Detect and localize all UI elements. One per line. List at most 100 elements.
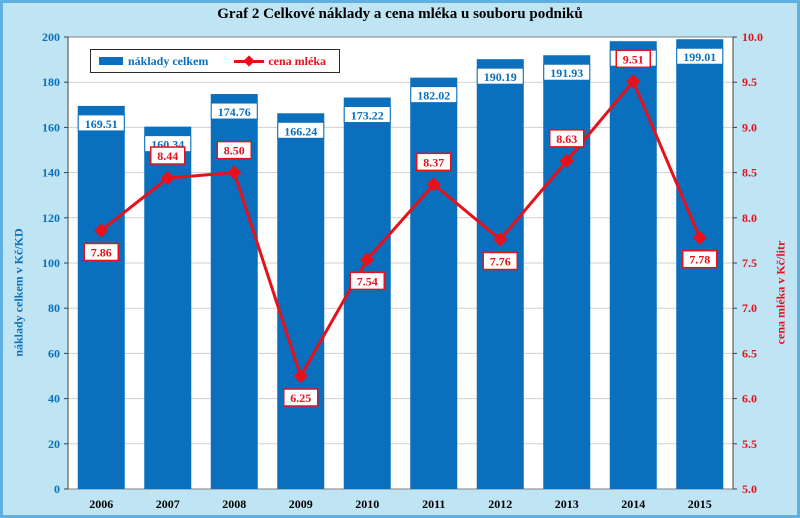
y-right-tick-label: 9.0 — [742, 120, 757, 134]
bar-label-box — [210, 102, 258, 120]
bar-label-2009: 166.24 — [284, 124, 317, 138]
y-left-tick-label: 160 — [42, 120, 60, 134]
legend-line-label: cena mléka — [268, 53, 326, 68]
bar-2007 — [144, 126, 192, 490]
price-label-2014: 9.51 — [623, 52, 644, 66]
x-tick-label-2015: 2015 — [688, 497, 712, 511]
y-right-tick-label: 7.5 — [742, 256, 757, 270]
y-left-tick-label: 140 — [42, 166, 60, 180]
bar-2014 — [609, 41, 657, 489]
legend-line-swatch — [234, 55, 265, 67]
y-right-tick-label: 6.5 — [742, 346, 757, 360]
y-right-tick-label: 5.5 — [742, 437, 757, 451]
price-label-box — [83, 242, 119, 262]
y-left-tick-label: 200 — [42, 30, 60, 44]
bar-label-box — [543, 63, 591, 81]
x-tick-label-2010: 2010 — [355, 497, 379, 511]
legend-bar-label: náklady celkem — [128, 53, 209, 68]
price-label-2013: 8.63 — [556, 132, 577, 146]
price-marker-2014 — [626, 74, 641, 89]
y-right-tick-label: 6.0 — [742, 392, 757, 406]
bar-label-box — [676, 47, 724, 65]
y-left-tick-label: 60 — [48, 346, 60, 360]
price-marker-2011 — [426, 177, 441, 192]
bar-label-2008: 174.76 — [218, 105, 251, 119]
x-tick-label-2008: 2008 — [222, 497, 246, 511]
chart-title: Graf 2 Celkové náklady a cena mléka u so… — [217, 6, 583, 22]
bar-label-box — [277, 121, 325, 139]
bar-label-box — [343, 106, 391, 124]
bar-label-2012: 190.19 — [484, 70, 517, 84]
price-label-2010: 7.54 — [357, 274, 378, 288]
y-right-tick-label: 9.5 — [742, 75, 757, 89]
bar-2009 — [277, 113, 325, 489]
bar-label-2006: 169.51 — [85, 117, 118, 131]
x-tick-label-2014: 2014 — [621, 497, 645, 511]
legend-bar-swatch — [99, 57, 123, 65]
y-axis-left-label: náklady celkem v Kč/KD — [11, 227, 26, 357]
x-tick-label-2009: 2009 — [289, 497, 313, 511]
y-left-tick-label: 180 — [42, 75, 60, 89]
bar-2012 — [476, 59, 524, 490]
y-right-tick-label: 7.0 — [742, 301, 757, 315]
bar-2006 — [77, 105, 125, 489]
bar-label-box — [476, 67, 524, 85]
y-right-tick-label: 5.0 — [742, 482, 757, 496]
price-label-box — [349, 271, 385, 291]
y-right-tick-label: 8.0 — [742, 211, 757, 225]
x-tick-label-2007: 2007 — [156, 497, 180, 511]
price-marker-2009 — [293, 368, 308, 384]
y-axis-right-label-wrap: cena mléka v Kč/litr — [772, 162, 790, 422]
y-axis-left-label-wrap: náklady celkem v Kč/KD — [10, 162, 28, 422]
legend-item-bar: náklady celkem — [99, 54, 208, 69]
price-label-box — [216, 140, 252, 160]
price-label-box — [615, 49, 651, 69]
bar-label-2010: 173.22 — [351, 109, 384, 123]
bar-label-2013: 191.93 — [550, 66, 583, 80]
price-marker-2015 — [692, 230, 707, 245]
y-left-tick-label: 80 — [48, 301, 60, 315]
y-axis-right-label: cena mléka v Kč/litr — [773, 240, 788, 344]
price-label-box — [416, 152, 452, 172]
price-label-box — [682, 249, 718, 269]
y-left-tick-label: 120 — [42, 211, 60, 225]
price-marker-2007 — [160, 170, 175, 186]
price-label-2011: 8.37 — [423, 155, 444, 169]
bar-2013 — [543, 55, 591, 490]
bar-label-box — [410, 86, 458, 104]
legend-diamond-icon — [243, 55, 256, 67]
price-marker-2012 — [493, 232, 508, 247]
bar-2008 — [210, 94, 258, 490]
y-left-tick-label: 0 — [54, 482, 60, 496]
bar-label-2011: 182.02 — [417, 89, 450, 103]
x-tick-label-2012: 2012 — [488, 497, 512, 511]
legend-item-line: cena mléka — [216, 54, 326, 69]
x-tick-label-2011: 2011 — [422, 497, 445, 511]
price-label-2007: 8.44 — [157, 149, 178, 163]
y-left-tick-label: 40 — [48, 392, 60, 406]
price-label-box — [283, 388, 319, 407]
price-marker-2010 — [360, 252, 375, 267]
legend: náklady celkem cena mléka — [90, 49, 340, 73]
bar-label-box — [77, 114, 125, 132]
price-label-box — [150, 146, 186, 165]
bar-2011 — [410, 77, 458, 489]
price-label-box — [549, 129, 585, 148]
bar-label-2015: 199.01 — [683, 50, 716, 64]
price-label-2009: 6.25 — [290, 391, 311, 405]
price-label-2012: 7.76 — [490, 254, 511, 268]
x-tick-label-2013: 2013 — [555, 497, 579, 511]
price-label-box — [482, 251, 518, 271]
y-left-tick-label: 20 — [48, 437, 60, 451]
price-label-2008: 8.50 — [224, 144, 245, 158]
y-right-tick-label: 8.5 — [742, 166, 757, 180]
price-marker-2008 — [227, 165, 242, 180]
price-marker-2013 — [559, 153, 574, 168]
y-right-tick-label: 10.0 — [742, 30, 763, 44]
bar-2010 — [343, 97, 391, 489]
y-left-tick-label: 100 — [42, 256, 60, 270]
price-label-2015: 7.78 — [689, 253, 710, 267]
x-tick-label-2006: 2006 — [89, 497, 113, 511]
price-line — [100, 78, 702, 380]
